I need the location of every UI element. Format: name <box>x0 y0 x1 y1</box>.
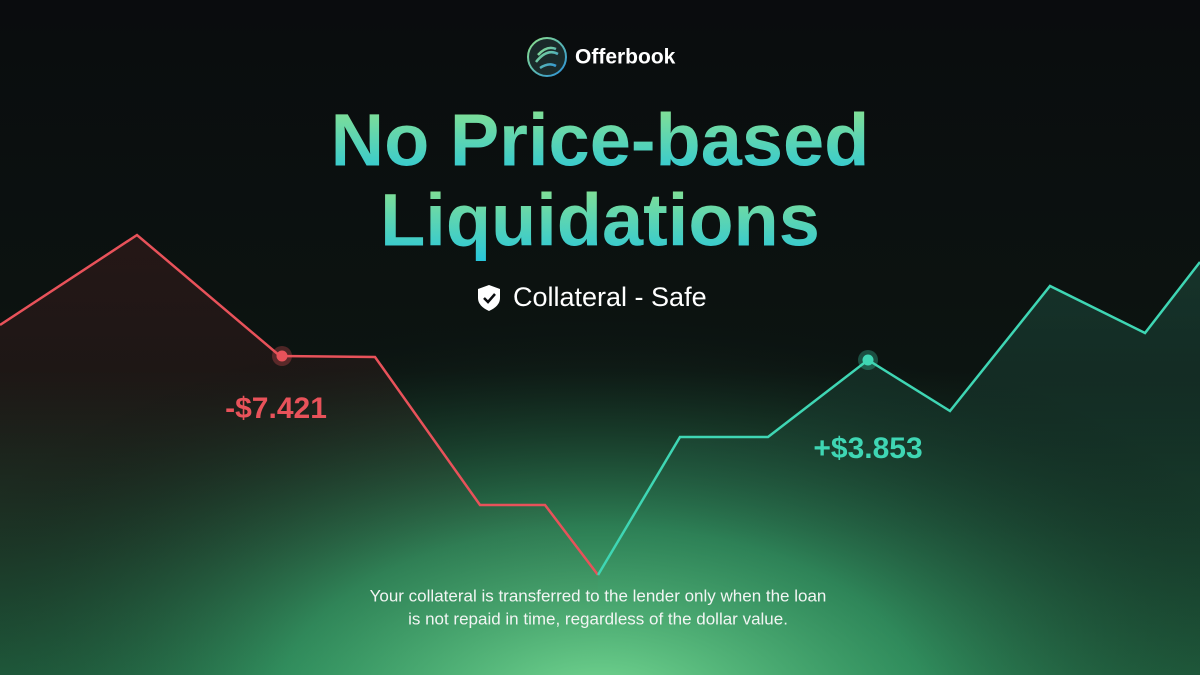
loss-line <box>0 233 599 576</box>
loss-label: -$7.421 <box>225 392 327 425</box>
gain-line <box>596 261 1200 576</box>
headline: No Price-based <box>331 99 870 182</box>
gain-label: +$3.853 <box>813 432 922 465</box>
gain-dot <box>862 354 874 366</box>
badge-text: Collateral - Safe <box>513 282 707 312</box>
logo <box>527 37 567 77</box>
logo-mark <box>535 46 559 70</box>
footer-text: Your collateral is transferred to the le… <box>370 586 827 605</box>
shield-icon <box>478 285 500 311</box>
loss-dot <box>276 350 288 362</box>
footer-text: is not repaid in time, regardless of the… <box>408 609 788 628</box>
brand-name: Offerbook <box>575 46 676 69</box>
shield-check <box>483 293 496 304</box>
headline: Liquidations <box>380 179 820 262</box>
